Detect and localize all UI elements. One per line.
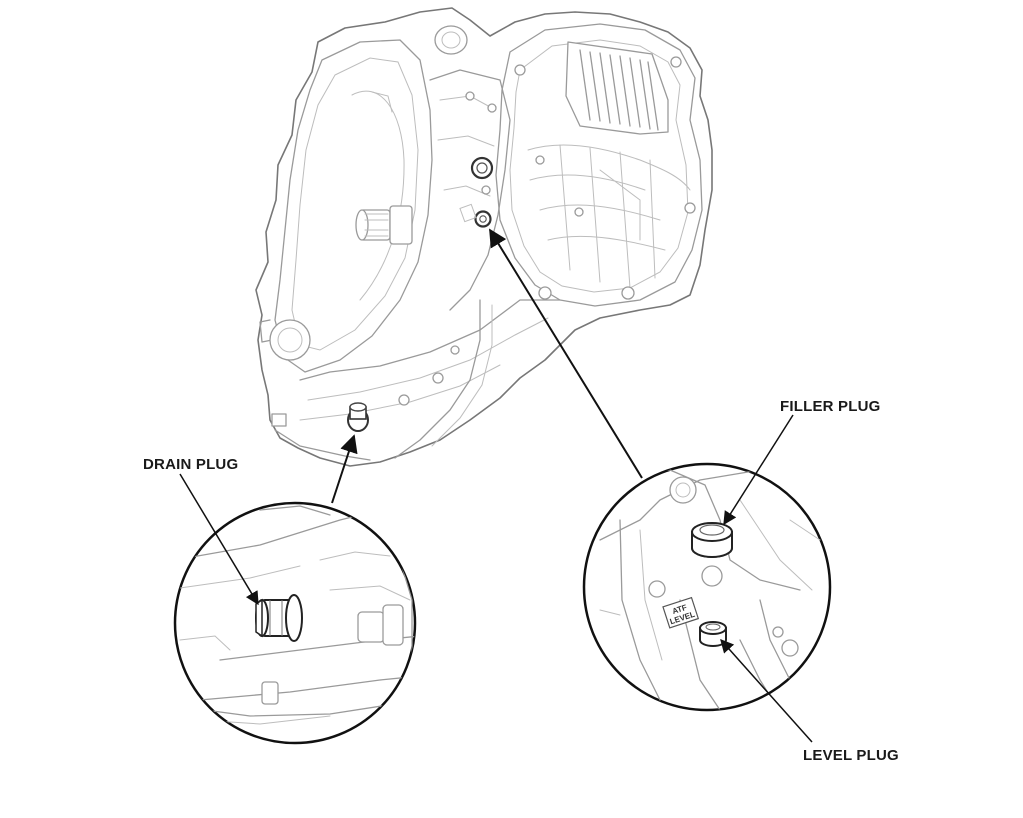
filler-plug-label: FILLER PLUG: [780, 398, 881, 415]
drain-plug-body: [347, 402, 369, 432]
case-bolts: [514, 56, 696, 300]
callout-leaders: [179, 414, 813, 743]
drain-plug-label: DRAIN PLUG: [143, 456, 238, 473]
drain-plug-detail-circle: [173, 501, 417, 745]
filler-plug-zoomed: [691, 522, 733, 558]
level-plug-label: LEVEL PLUG: [803, 747, 899, 764]
filler-plug-body: [470, 156, 494, 180]
drain-connector-arrow: [331, 434, 358, 504]
transmission-body: [255, 7, 713, 467]
input-shaft: [355, 205, 413, 245]
level-plug-zoomed: [699, 621, 727, 647]
drain-plug-leader: [179, 473, 259, 606]
level-plug-body: [474, 210, 492, 228]
filler-level-detail-circle: ATF LEVEL: [582, 462, 832, 712]
atf-level-tag: ATF LEVEL: [662, 596, 700, 629]
plugs-connector-arrow: [489, 228, 643, 479]
drain-plug-zoomed: [255, 594, 303, 642]
atf-level-line1: ATF: [671, 603, 688, 616]
ribbed-plate: [565, 41, 669, 135]
filler-plug-leader: [723, 414, 794, 526]
level-plug-leader: [720, 638, 813, 743]
connector-arrows: [331, 228, 643, 504]
